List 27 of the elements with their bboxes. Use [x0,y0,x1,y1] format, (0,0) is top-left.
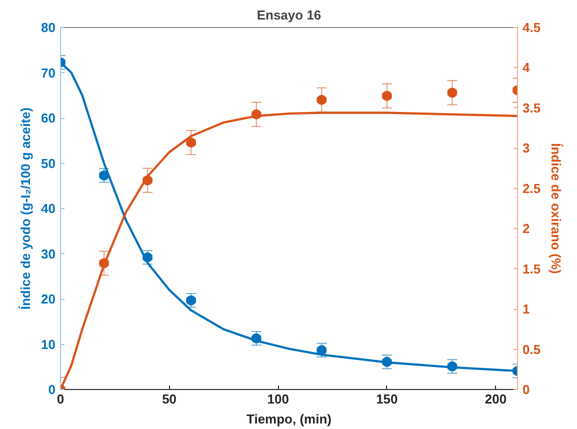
y2-tick-label: 1.5 [522,261,541,276]
y-tick-label: 50 [41,156,56,171]
y2-tick-label: 2.5 [522,180,541,196]
chart-title: Ensayo 16 [256,8,322,22]
y-tick-label: 20 [41,292,56,306]
y-tick-label: 0 [48,382,56,397]
y2-tick-label: 1 [522,302,530,317]
y2-axis-title: Índice de oxirano (%) [548,143,564,274]
y2-tick-label: 4.5 [522,20,541,35]
y2-tick-label: 3 [522,140,530,156]
x-axis-title: Tiempo, (min) [246,412,332,426]
y-tick-label: 80 [41,20,56,35]
y-tick-label: 60 [41,110,56,126]
y2-tick-label: 2 [522,221,530,236]
y2-tick-label: 0 [522,382,530,397]
y-tick-label: 40 [41,201,56,216]
y2-tick-label: 0.5 [522,342,541,357]
y2-tick-label: 3.5 [522,100,541,116]
x-tick-label: 150 [376,392,398,406]
y-tick-label: 30 [41,246,56,262]
y-tick-label: 70 [41,65,56,80]
x-tick-label: 50 [162,392,177,406]
y-tick-label: 10 [41,336,56,352]
x-tick-label: 100 [267,392,289,406]
x-tick-label: 200 [484,392,507,406]
y-axis-title: Índice de yodo (g-I₂/100 g aceite) [18,107,34,310]
y2-tick-label: 4 [522,60,530,76]
